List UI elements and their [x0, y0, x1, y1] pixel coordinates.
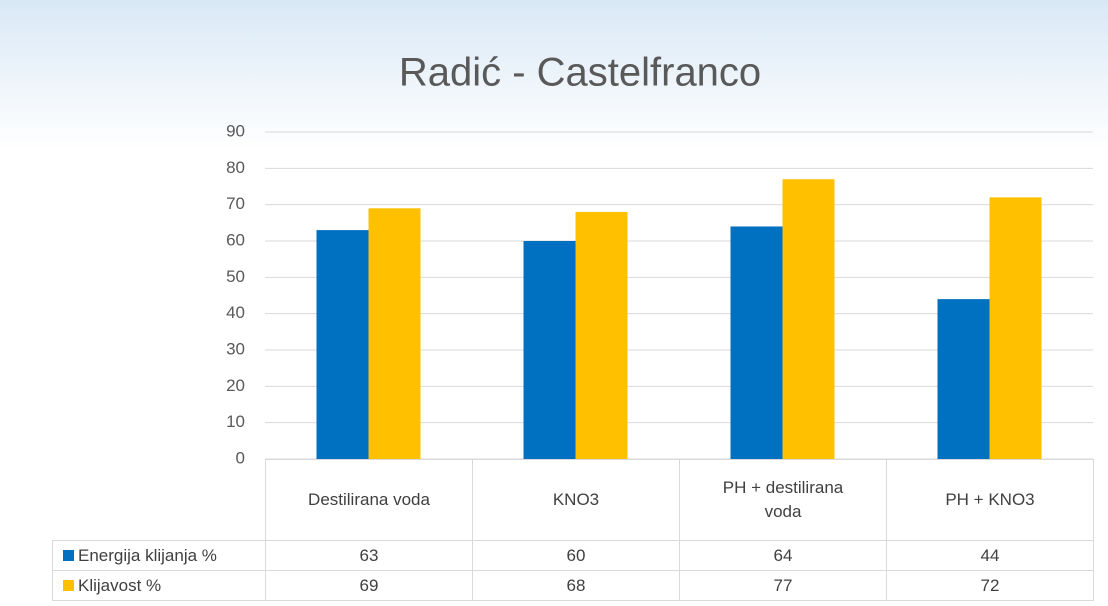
table-category: KNO3 — [472, 459, 680, 541]
legend-row-header: Klijavost % — [52, 570, 266, 601]
bar — [937, 299, 990, 459]
y-tick-label: 0 — [236, 448, 245, 467]
table-value: 63 — [265, 540, 473, 571]
y-tick-label: 20 — [226, 376, 245, 395]
y-tick-label: 40 — [226, 303, 245, 322]
bar — [730, 226, 783, 459]
table-category: Destilirana voda — [265, 459, 473, 541]
y-tick-label: 30 — [226, 339, 245, 358]
table-value-text: 68 — [566, 575, 586, 595]
bar — [782, 179, 835, 459]
table-category-text: PH + destilirana voda — [722, 478, 844, 521]
table-value: 60 — [472, 540, 680, 571]
table-value-text: 44 — [980, 545, 1000, 565]
table-value-text: 64 — [773, 545, 793, 565]
bar — [316, 230, 369, 459]
table-value: 69 — [265, 570, 473, 601]
table-value: 64 — [679, 540, 887, 571]
table-value-text: 60 — [566, 545, 586, 565]
chart-title: Radić - Castelfranco — [399, 51, 761, 95]
table-value-text: 69 — [359, 575, 379, 595]
y-tick-label: 70 — [226, 194, 245, 213]
table-category: PH + destilirana voda — [679, 459, 887, 541]
legend-key — [63, 580, 74, 591]
table-value-text: 63 — [359, 545, 379, 565]
table-category-text: Destilirana voda — [308, 490, 430, 509]
table-value: 44 — [886, 540, 1094, 571]
table-value-text: 77 — [773, 575, 793, 595]
table-category-text: PH + KNO3 — [945, 490, 1035, 509]
table-category-text: KNO3 — [552, 490, 600, 509]
legend-label: Klijavost % — [78, 575, 162, 595]
bar — [368, 208, 421, 459]
table-value: 72 — [886, 570, 1094, 601]
bar — [523, 241, 576, 459]
y-tick-label: 80 — [226, 158, 245, 177]
bar — [575, 211, 628, 459]
y-tick-label: 60 — [226, 230, 245, 249]
legend-key — [63, 550, 74, 561]
legend-row-header: Energija klijanja % — [52, 540, 266, 571]
y-tick-label: 90 — [226, 121, 245, 140]
bar — [989, 197, 1042, 459]
legend-label: Energija klijanja % — [78, 545, 217, 565]
table-value-text: 72 — [980, 575, 1000, 595]
table-value: 77 — [679, 570, 887, 601]
table-value: 68 — [472, 570, 680, 601]
y-tick-label: 50 — [226, 267, 245, 286]
table-category: PH + KNO3 — [886, 459, 1094, 541]
y-tick-label: 10 — [226, 412, 245, 431]
